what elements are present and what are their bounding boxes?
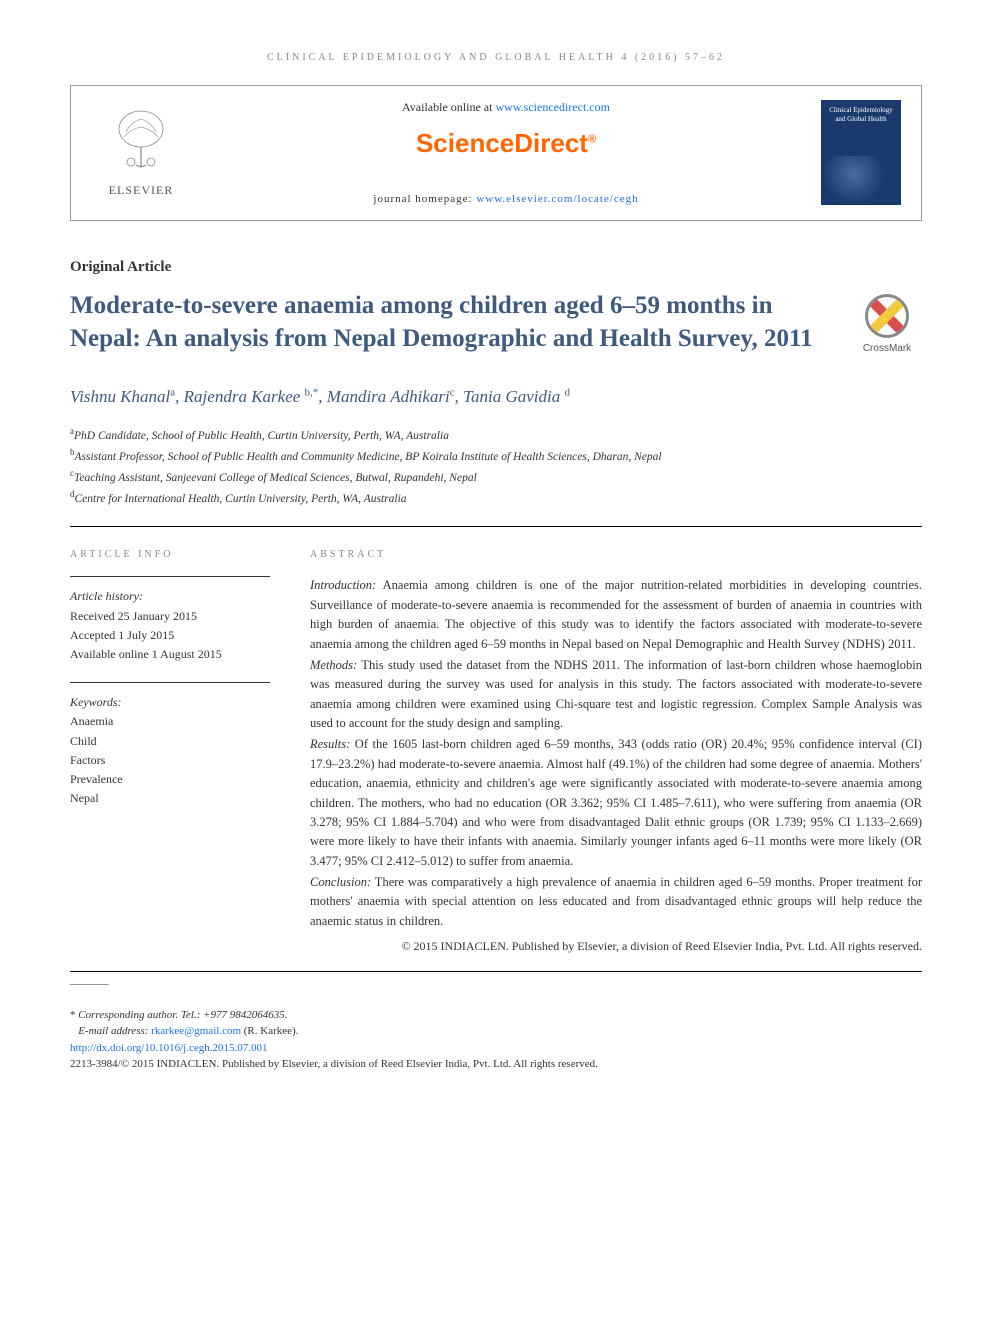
author: Rajendra Karkee xyxy=(184,387,301,406)
keyword: Anaemia xyxy=(70,712,270,731)
sciencedirect-link[interactable]: www.sciencedirect.com xyxy=(495,100,610,114)
journal-homepage-text: journal homepage: www.elsevier.com/locat… xyxy=(191,191,821,208)
abstract-results: Results: Of the 1605 last-born children … xyxy=(310,735,922,871)
affiliation: Teaching Assistant, Sanjeevani College o… xyxy=(74,472,477,484)
footnote-divider: _______ xyxy=(70,972,922,989)
abstract-intro: Introduction: Anaemia among children is … xyxy=(310,576,922,654)
sciencedirect-brand: ScienceDirect® xyxy=(191,124,821,163)
journal-homepage-link[interactable]: www.elsevier.com/locate/cegh xyxy=(476,193,638,205)
keyword: Prevalence xyxy=(70,770,270,789)
author: Mandira Adhikari xyxy=(327,387,450,406)
abstract-column: ABSTRACT Introduction: Anaemia among chi… xyxy=(310,547,922,955)
authors-line: Vishnu Khanala, Rajendra Karkee b,*, Man… xyxy=(70,384,922,410)
email-line: E-mail address: rkarkee@gmail.com (R. Ka… xyxy=(70,1023,922,1040)
abstract-copyright: © 2015 INDIACLEN. Published by Elsevier,… xyxy=(310,937,922,955)
article-info-column: ARTICLE INFO Article history: Received 2… xyxy=(70,547,270,955)
author: Vishnu Khanal xyxy=(70,387,170,406)
keyword: Nepal xyxy=(70,789,270,808)
abstract-methods: Methods: This study used the dataset fro… xyxy=(310,656,922,734)
author: Tania Gavidia xyxy=(463,387,560,406)
crossmark-badge[interactable]: CrossMark xyxy=(852,294,922,356)
abstract-conclusion: Conclusion: There was comparatively a hi… xyxy=(310,873,922,931)
article-title: Moderate-to-severe anaemia among childre… xyxy=(70,290,832,355)
publisher-name: ELSEVIER xyxy=(91,181,191,199)
publisher-logo: ELSEVIER xyxy=(91,107,191,199)
available-online-text: Available online at www.sciencedirect.co… xyxy=(191,98,821,116)
affiliation: PhD Candidate, School of Public Health, … xyxy=(74,429,449,441)
header-box: ELSEVIER Available online at www.science… xyxy=(70,85,922,221)
affiliation: Assistant Professor, School of Public He… xyxy=(75,451,662,463)
keyword: Child xyxy=(70,732,270,751)
doi-link[interactable]: http://dx.doi.org/10.1016/j.cegh.2015.07… xyxy=(70,1042,267,1054)
email-link[interactable]: rkarkee@gmail.com xyxy=(151,1025,241,1037)
journal-cover-thumbnail: Clinical Epidemiology and Global Health xyxy=(821,100,901,205)
article-type: Original Article xyxy=(70,256,922,279)
affiliation: Centre for International Health, Curtin … xyxy=(75,493,407,505)
crossmark-icon xyxy=(865,294,909,338)
corresponding-author: * Corresponding author. Tel.: +977 98420… xyxy=(70,1007,922,1024)
journal-reference: CLINICAL EPIDEMIOLOGY AND GLOBAL HEALTH … xyxy=(70,50,922,65)
article-info-head: ARTICLE INFO xyxy=(70,547,270,562)
footer: * Corresponding author. Tel.: +977 98420… xyxy=(70,999,922,1073)
elsevier-tree-icon xyxy=(106,107,176,177)
keywords-block: Keywords: Anaemia Child Factors Prevalen… xyxy=(70,682,270,808)
keyword: Factors xyxy=(70,751,270,770)
article-history: Article history: Received 25 January 201… xyxy=(70,576,270,664)
abstract-head: ABSTRACT xyxy=(310,547,922,562)
issn-copyright: 2213-3984/© 2015 INDIACLEN. Published by… xyxy=(70,1056,922,1073)
cover-image-icon xyxy=(825,156,897,201)
affiliations: aPhD Candidate, School of Public Health,… xyxy=(70,424,922,509)
